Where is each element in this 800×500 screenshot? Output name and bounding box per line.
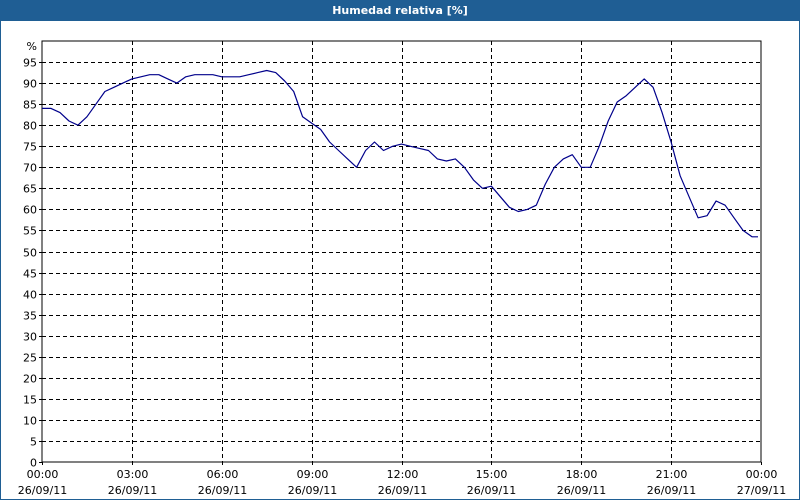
series-line-0: [42, 69, 758, 238]
y-tick-label: 65: [23, 183, 37, 196]
x-tick-date: 26/09/11: [378, 484, 427, 497]
x-tick-time: 12:00: [387, 468, 419, 481]
x-tick-date: 27/09/11: [737, 484, 786, 497]
y-tick-label: 70: [23, 162, 37, 175]
y-tick-label: 90: [23, 78, 37, 91]
y-tick-label: 55: [23, 225, 37, 238]
y-tick-label: 60: [23, 204, 37, 217]
y-tick-label: 10: [23, 415, 37, 428]
y-tick-label: 0: [30, 457, 37, 470]
x-tick-time: 00:00: [746, 468, 778, 481]
x-tick-date: 26/09/11: [288, 484, 337, 497]
x-tick-date: 26/09/11: [198, 484, 247, 497]
x-tick-time: 00:00: [27, 468, 59, 481]
x-tick-date: 26/09/11: [108, 484, 157, 497]
humidity-chart: 0 5 10 15 20 25 30 35 40 45 50 55 60 65 70 75 80 85 90 95% 0…: [18, 40, 786, 497]
x-tick-date: 26/09/11: [557, 484, 606, 497]
plot-frame: [41, 40, 762, 463]
x-tick-date: 26/09/11: [467, 484, 516, 497]
x-tick-time: 15:00: [476, 468, 508, 481]
x-tick-time: 06:00: [207, 468, 239, 481]
y-tick-label: 15: [23, 394, 37, 407]
x-tick-date: 26/09/11: [647, 484, 696, 497]
y-tick-label: 40: [23, 289, 37, 302]
y-tick-label: 85: [23, 99, 37, 112]
y-tick-label: 80: [23, 120, 37, 133]
y-axis-label: %: [27, 40, 37, 53]
y-tick-label: 45: [23, 268, 37, 281]
x-tick-date: 26/09/11: [18, 484, 67, 497]
y-tick-label: 20: [23, 373, 37, 386]
y-tick-label: 75: [23, 141, 37, 154]
window-title: Humedad relativa [%]: [1, 1, 799, 21]
y-tick-label: 25: [23, 352, 37, 365]
y-tick-label: 35: [23, 310, 37, 323]
x-tick-time: 21:00: [656, 468, 688, 481]
y-tick-label: 50: [23, 247, 37, 260]
y-tick-label: 5: [30, 436, 37, 449]
y-tick-label: 95: [23, 57, 37, 70]
x-tick-time: 09:00: [297, 468, 329, 481]
y-tick-label: 30: [23, 331, 37, 344]
x-tick-time: 18:00: [566, 468, 598, 481]
x-tick-time: 03:00: [117, 468, 149, 481]
